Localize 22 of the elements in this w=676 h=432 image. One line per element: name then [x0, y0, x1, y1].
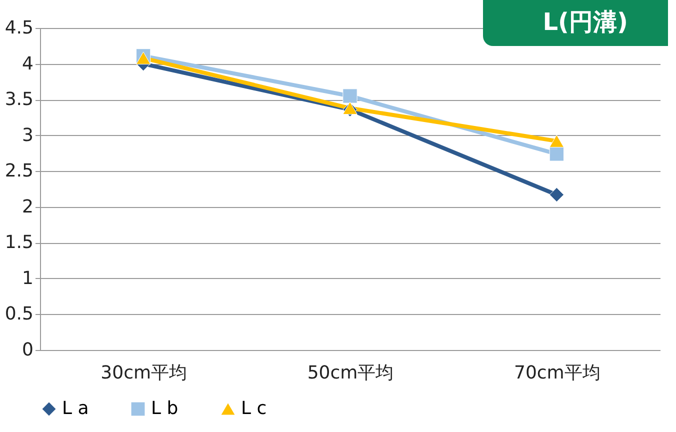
- y-tick-label: 3.5: [4, 89, 34, 110]
- y-tick-label: 2.5: [4, 160, 34, 182]
- y-tick-label: 3: [22, 124, 34, 146]
- y-tick-label: 1: [22, 268, 34, 289]
- y-tick-label: 1.5: [4, 232, 34, 254]
- y-tick-label: 4: [22, 53, 34, 74]
- point: [549, 134, 564, 148]
- title-box: L(円溝): [482, 0, 668, 46]
- y-tick-label: 0: [22, 340, 34, 360]
- legend-label: L c: [241, 398, 267, 419]
- point: [342, 88, 358, 104]
- legend-label: L a: [62, 398, 89, 419]
- y-tick-label: 0.5: [4, 304, 34, 325]
- x-tick-label: 30cm平均: [100, 362, 188, 384]
- y-tick-label: 2: [22, 196, 34, 218]
- point: [549, 187, 564, 202]
- point: [549, 146, 564, 162]
- legend-label: L b: [151, 398, 178, 419]
- x-tick-label: 70cm平均: [514, 362, 600, 384]
- x-tick-label: 50cm平均: [307, 362, 394, 384]
- y-tick-label: 4.5: [4, 18, 34, 38]
- point: [136, 52, 151, 64]
